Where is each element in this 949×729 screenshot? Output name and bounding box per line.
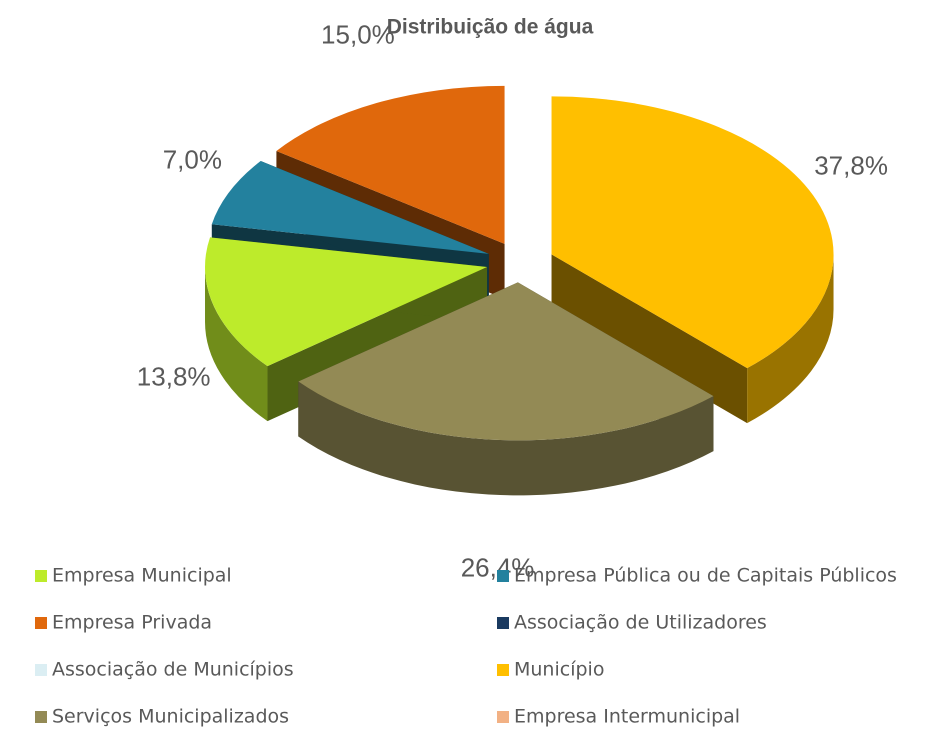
data-label: 7,0% bbox=[163, 144, 222, 174]
legend-swatch bbox=[497, 711, 509, 723]
legend-label: Serviços Municipalizados bbox=[52, 706, 289, 728]
slice-outer-wall bbox=[298, 381, 714, 496]
legend-swatch bbox=[35, 711, 47, 723]
legend-label: Município bbox=[514, 659, 604, 681]
data-label: 37,8% bbox=[814, 150, 888, 180]
slice-top bbox=[276, 85, 505, 244]
legend-swatch bbox=[35, 664, 47, 676]
legend-swatch bbox=[35, 617, 47, 629]
legend-swatch bbox=[497, 617, 509, 629]
data-label: 13,8% bbox=[137, 361, 211, 391]
slice-outer-wall bbox=[747, 254, 834, 424]
slice-top bbox=[205, 237, 488, 367]
legend-label: Empresa Pública ou de Capitais Públicos bbox=[514, 565, 897, 587]
legend-swatch bbox=[497, 570, 509, 582]
slice-outer-wall bbox=[205, 266, 268, 422]
legend-swatch bbox=[35, 570, 47, 582]
legend-label: Associação de Utilizadores bbox=[514, 612, 767, 634]
chart-title: Distribuição de água bbox=[387, 16, 594, 39]
legend-label: Associação de Municípios bbox=[52, 659, 294, 681]
legend-label: Empresa Privada bbox=[52, 612, 212, 634]
slice-edge-wall bbox=[551, 254, 748, 424]
slice bbox=[551, 96, 834, 424]
legend-swatch bbox=[497, 664, 509, 676]
slice-top bbox=[551, 96, 834, 369]
legend-label: Empresa Municipal bbox=[52, 565, 232, 587]
legend-label: Empresa Intermunicipal bbox=[514, 706, 740, 728]
slice-top bbox=[298, 282, 714, 441]
slice-top bbox=[211, 161, 489, 254]
slice bbox=[298, 282, 714, 496]
data-label: 15,0% bbox=[321, 19, 395, 49]
